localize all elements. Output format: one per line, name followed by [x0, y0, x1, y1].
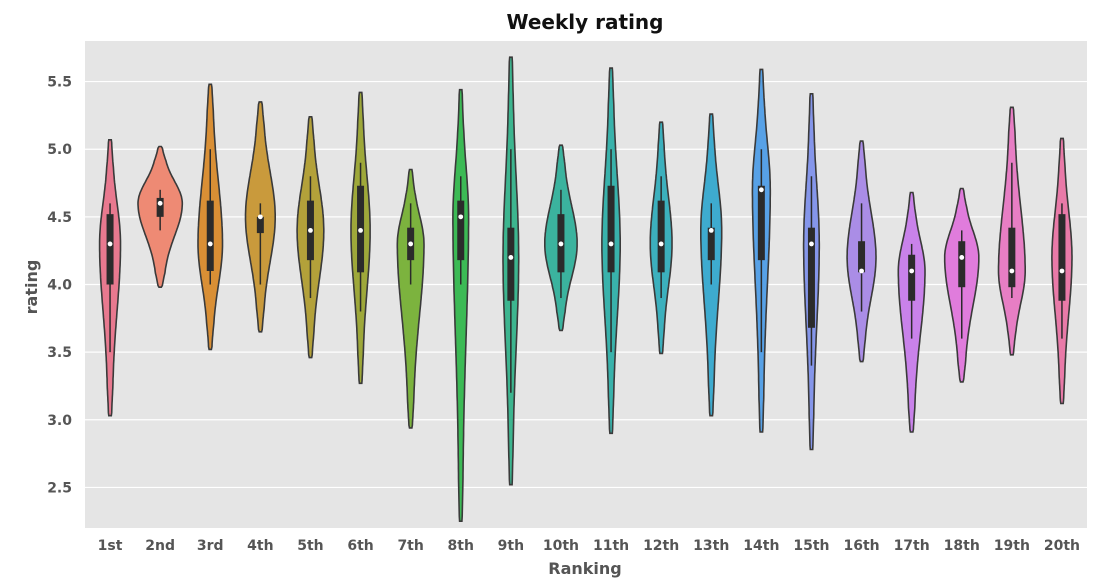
violin-median [608, 241, 614, 247]
violin-median [959, 255, 965, 260]
violin-2nd [137, 145, 184, 288]
x-tick-label: 17th [894, 538, 930, 554]
violin-iqr-box [657, 200, 665, 273]
y-tick-label: 2.5 [47, 480, 72, 496]
violin-median [859, 268, 864, 274]
violin-median [308, 227, 313, 233]
violin-iqr-box [507, 227, 515, 301]
violin-14th [751, 68, 772, 433]
x-tick-label: 7th [397, 538, 423, 554]
violin-iqr-box [1008, 227, 1016, 288]
x-tick-label: 9th [498, 538, 524, 554]
y-tick-label: 5.0 [47, 142, 72, 158]
violin-body [396, 168, 425, 429]
x-axis-label: Ranking [548, 559, 621, 578]
x-tick-label: 1st [98, 538, 123, 554]
violins [98, 56, 1073, 522]
violin-iqr-box [256, 216, 264, 234]
violin-17th [897, 191, 926, 433]
violin-4th [244, 101, 276, 333]
x-tick-label: 3rd [197, 538, 224, 554]
violin-iqr-box [1058, 214, 1066, 301]
violin-15th [802, 93, 821, 451]
violin-6th [350, 91, 371, 385]
gridlines [85, 80, 1087, 489]
x-tick-label: 20th [1044, 538, 1080, 554]
violin-body [452, 88, 470, 522]
chart-title: Weekly rating [507, 10, 664, 34]
x-tick-labels: 1st 2nd 3rd 4th 5th 6th 7th 8th 9th 10th 11th 12th 1… [98, 538, 1080, 554]
x-tick-label: 10th [543, 538, 579, 554]
violin-median [207, 241, 213, 247]
y-tick-label: 4.0 [47, 278, 72, 294]
violin-8th [452, 88, 470, 522]
x-tick-label: 15th [793, 538, 829, 554]
y-tick-label: 4.5 [47, 210, 72, 226]
violin-iqr-box [807, 227, 815, 328]
violin-median [558, 241, 564, 247]
violin-median [107, 241, 113, 247]
x-tick-label: 18th [944, 538, 980, 554]
x-tick-label: 13th [693, 538, 729, 554]
x-tick-label: 2nd [145, 538, 175, 554]
y-tick-label: 3.5 [47, 345, 72, 361]
violin-7th [396, 168, 425, 429]
violin-18th [943, 187, 980, 383]
violin-median [157, 200, 163, 206]
x-tick-label: 19th [994, 538, 1030, 554]
violin-median [458, 214, 464, 220]
violin-median [708, 227, 714, 233]
x-tick-label: 16th [843, 538, 879, 554]
x-tick-label: 11th [593, 538, 629, 554]
violin-19th [997, 106, 1026, 356]
violin-13th [700, 113, 723, 417]
violin-median [809, 241, 814, 247]
violin-median [408, 241, 414, 247]
violin-median [1059, 268, 1065, 274]
violin-iqr-box [106, 214, 114, 285]
x-tick-label: 5th [297, 538, 323, 554]
violin-iqr-box [958, 241, 966, 288]
y-tick-label: 3.0 [47, 413, 72, 429]
violin-iqr-box [156, 197, 164, 217]
violin-9th [502, 56, 520, 486]
violin-iqr-box [707, 227, 715, 261]
violin-11th [601, 67, 621, 435]
y-axis-label: rating [22, 260, 41, 315]
violin-10th [544, 144, 578, 332]
violin-16th [846, 140, 877, 363]
violin-1st [98, 139, 122, 417]
violin-median [358, 227, 363, 233]
violin-median [658, 241, 664, 247]
violin-iqr-box [206, 200, 214, 271]
violin-iqr-box [908, 254, 916, 301]
violin-median [1009, 268, 1015, 274]
x-tick-label: 8th [448, 538, 474, 554]
violin-20th [1051, 137, 1073, 405]
violin-median [909, 268, 915, 274]
x-tick-label: 4th [247, 538, 273, 554]
y-tick-labels: 2.5 3.0 3.5 4.0 4.5 5.0 5.5 [47, 75, 72, 497]
x-tick-label: 6th [347, 538, 373, 554]
violin-median [257, 214, 263, 220]
violin-iqr-box [457, 200, 465, 261]
x-tick-label: 14th [743, 538, 779, 554]
x-tick-label: 12th [643, 538, 679, 554]
violin-iqr-box [607, 185, 615, 273]
violin-iqr-box [757, 185, 765, 261]
violin-3rd [197, 83, 224, 351]
violin-median [758, 187, 764, 193]
violin-median [508, 255, 514, 260]
violin-12th [649, 121, 673, 355]
y-tick-label: 5.5 [47, 75, 72, 91]
violin-5th [296, 116, 325, 359]
violin-iqr-box [858, 241, 866, 273]
